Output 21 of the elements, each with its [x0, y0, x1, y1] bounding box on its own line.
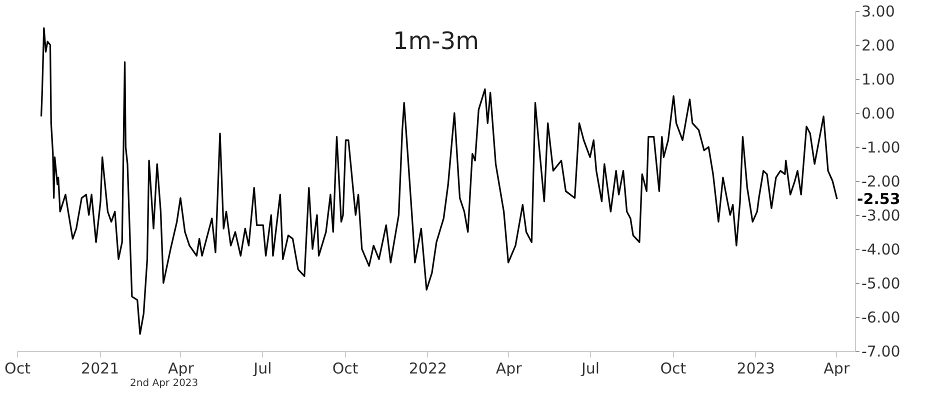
x-tick-label: Oct — [660, 360, 686, 378]
y-tick-label: -7.00 — [862, 342, 900, 360]
x-tick-label: 2022 — [408, 360, 448, 378]
line-series — [40, 27, 838, 335]
y-tick-label: -3.00 — [862, 206, 900, 224]
x-tick-label: Oct — [332, 360, 358, 378]
y-tick-label: -6.00 — [862, 308, 900, 326]
x-tick-label: 2023 — [736, 360, 775, 378]
y-tick-label: -2.00 — [862, 172, 900, 190]
annotation: -2.53 — [857, 190, 900, 208]
x-tick-label: 2021 — [81, 360, 120, 378]
y-tick-label: -1.00 — [862, 138, 900, 156]
text: 2nd Apr 2023 — [130, 378, 200, 389]
y-tick-label: 2.00 — [862, 36, 895, 54]
y-tick-label: 3.00 — [862, 2, 895, 20]
text: 1m-3m — [393, 27, 479, 55]
y-tick-label: 0.00 — [862, 104, 895, 122]
x-tick-label: Oct — [4, 360, 31, 378]
y-tick-label: -5.00 — [862, 274, 900, 292]
y-tick-label: -4.00 — [862, 240, 900, 258]
y-tick-label: 1.00 — [862, 70, 895, 88]
